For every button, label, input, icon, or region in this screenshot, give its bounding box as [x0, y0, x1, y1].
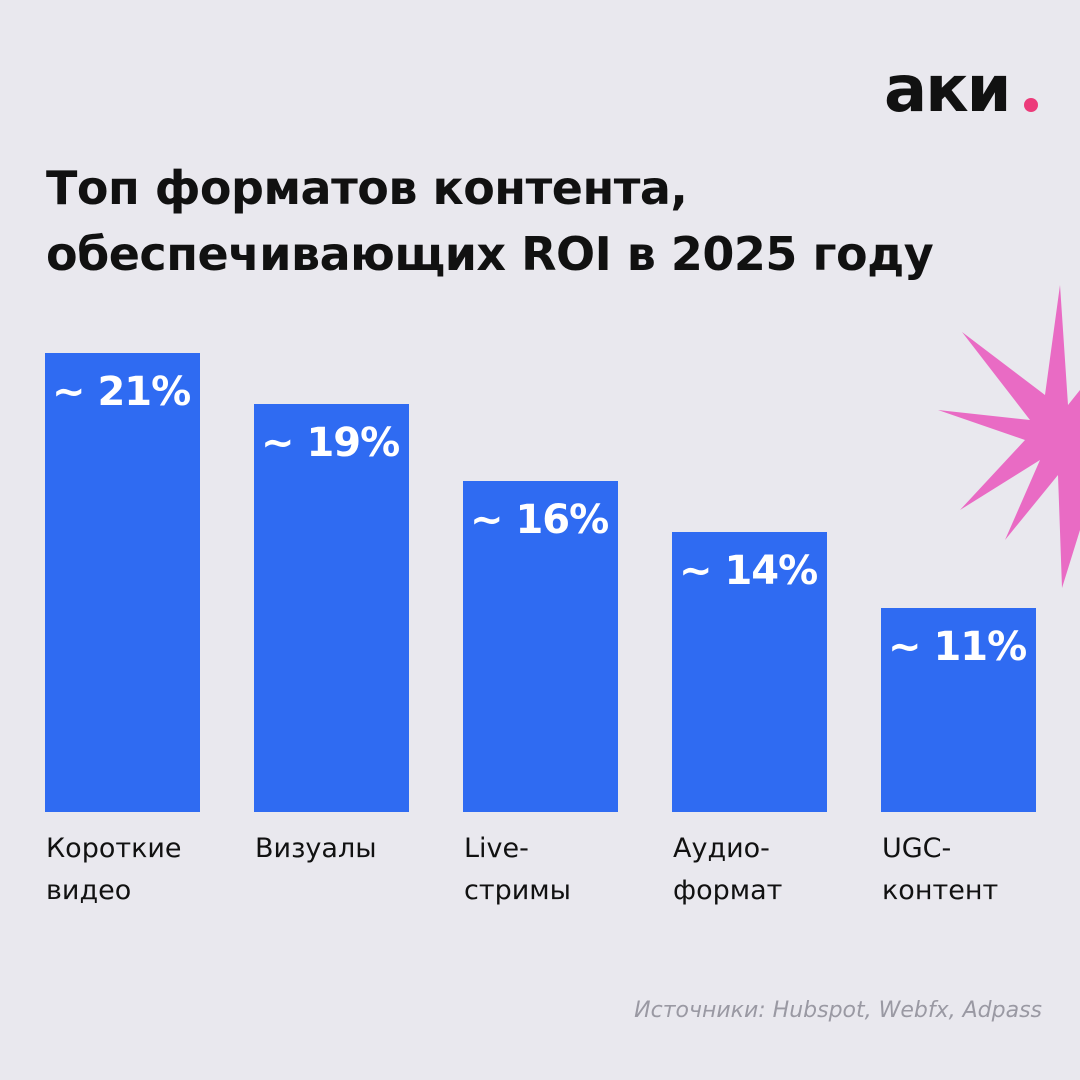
bar: [881, 608, 1036, 812]
source-note: Источники: Hubspot, Webfx, Adpass: [634, 998, 1042, 1023]
category-label: Визуалы: [255, 833, 377, 864]
value-label: ~ 14%: [679, 547, 818, 594]
logo-dot: [1024, 98, 1038, 112]
category-label: UGC-контент: [882, 833, 999, 906]
bar: [45, 353, 200, 812]
bar: [254, 404, 409, 812]
value-label: ~ 11%: [888, 624, 1027, 670]
chart-title: Топ форматов контента, обеспечивающих RO…: [46, 161, 934, 281]
value-label: ~ 16%: [470, 496, 609, 543]
star-decoration: [938, 285, 1080, 588]
category-label: Live-стримы: [464, 833, 571, 906]
bar: [672, 531, 827, 812]
category-label: Короткие видео: [46, 833, 182, 906]
logo: аки: [884, 53, 1011, 127]
category-label: Аудио-формат: [673, 833, 783, 906]
bar: [463, 480, 618, 812]
value-label: ~ 21%: [52, 369, 191, 415]
value-label: ~ 19%: [261, 420, 400, 466]
